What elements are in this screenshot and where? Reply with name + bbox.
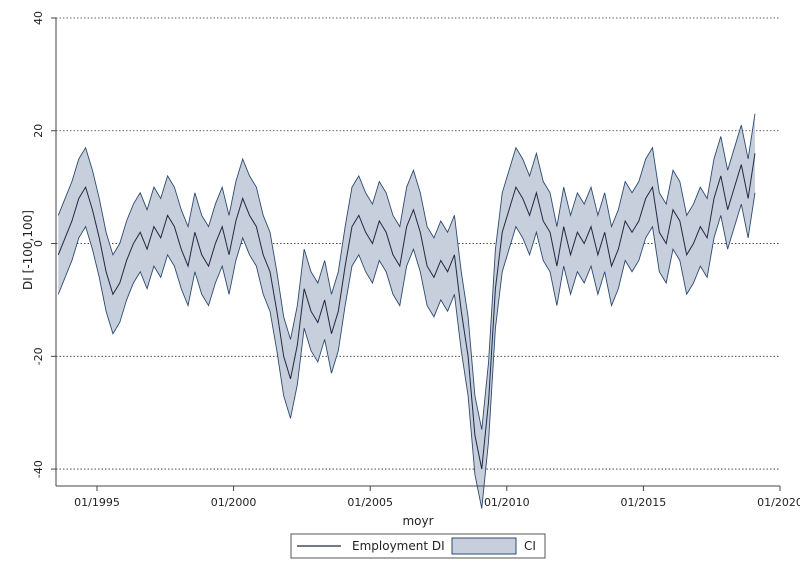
x-tick-label: 01/2020 — [757, 496, 800, 509]
legend-line-label: Employment DI — [352, 539, 445, 553]
legend-ci-label: CI — [524, 539, 536, 553]
y-tick-label: 20 — [32, 124, 45, 138]
x-tick-label: 01/1995 — [74, 496, 120, 509]
x-axis-title: moyr — [402, 514, 433, 528]
y-tick-label: -40 — [32, 460, 45, 478]
ci-band — [57, 113, 756, 509]
x-tick-label: 01/2000 — [211, 496, 257, 509]
y-tick-labels: 40 20 0 -20 -40 — [32, 11, 45, 478]
x-tick-labels: 01/1995 01/2000 01/2005 01/2010 01/2015 01/20… — [74, 496, 800, 509]
ci-upper-line — [57, 113, 756, 430]
legend-ci-swatch — [451, 537, 517, 555]
y-tick-label: 40 — [32, 11, 45, 25]
x-tick-label: 01/2015 — [621, 496, 667, 509]
x-tick-label: 01/2005 — [347, 496, 393, 509]
series-line-employment-di — [57, 153, 756, 470]
ci-lower-line — [57, 192, 756, 509]
y-axis-title: DI [-100,100] — [21, 210, 35, 290]
legend: Employment DI CI — [290, 533, 546, 559]
x-tick-label: 01/2010 — [484, 496, 530, 509]
line-layer — [57, 153, 756, 470]
y-tick-label: -20 — [32, 347, 45, 365]
ci-area — [58, 113, 755, 509]
axes — [51, 17, 781, 491]
y-tick-label: 0 — [32, 240, 45, 247]
